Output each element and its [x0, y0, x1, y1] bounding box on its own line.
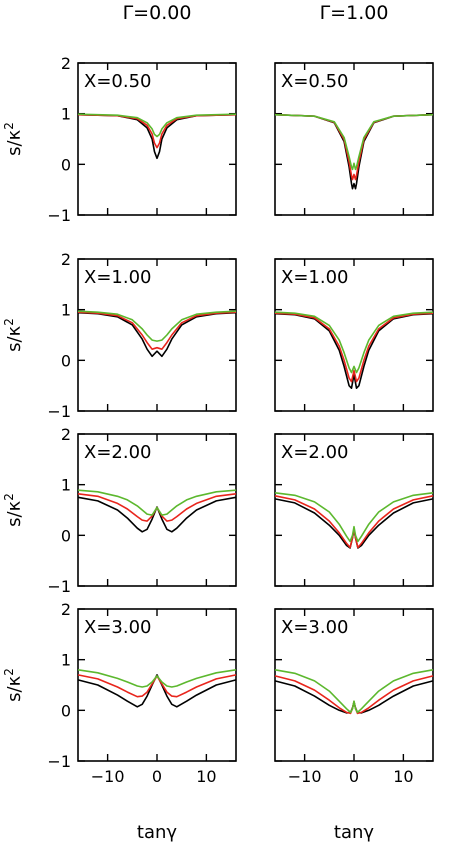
series-line-0 — [274, 680, 434, 714]
panel-label: X=3.00 — [84, 617, 152, 638]
x-axis-label-1: tanγ — [334, 822, 374, 843]
panel-label: X=0.50 — [281, 71, 349, 92]
y-axis-label-text: s/κ — [4, 500, 25, 526]
x-tick-label: 0 — [152, 767, 162, 786]
y-tick-label: −1 — [47, 206, 71, 225]
column-title-0: Γ=0.00 — [123, 2, 192, 24]
panel-label: X=0.50 — [84, 71, 152, 92]
series-line-0 — [274, 113, 434, 190]
series-line-1 — [77, 113, 237, 149]
panel-0-1: X=0.50 — [274, 62, 434, 216]
series-line-0 — [274, 498, 434, 549]
series-line-2 — [77, 669, 237, 688]
series-line-0 — [77, 311, 237, 358]
y-axis-label-exponent: 2 — [2, 493, 16, 501]
y-tick-label: 0 — [61, 526, 71, 545]
y-tick-label: −1 — [47, 402, 71, 421]
x-axis-label-0: tanγ — [137, 822, 177, 843]
x-tick-label: −10 — [91, 767, 125, 786]
y-axis-label-exponent: 2 — [2, 122, 16, 130]
series-line-0 — [77, 113, 237, 160]
panel-label: X=3.00 — [281, 617, 349, 638]
series-line-2 — [274, 311, 434, 374]
column-title-1: Γ=1.00 — [320, 2, 389, 24]
y-tick-label: 1 — [61, 476, 71, 495]
series-line-1 — [77, 311, 237, 350]
y-axis-label: s/κ2 — [2, 668, 25, 702]
y-axis-label-exponent: 2 — [2, 318, 16, 326]
y-tick-label: 0 — [61, 351, 71, 370]
y-axis-label-text: s/κ — [4, 129, 25, 155]
series-line-2 — [77, 489, 237, 516]
series-line-1 — [274, 113, 434, 181]
panel-label: X=2.00 — [281, 442, 349, 463]
y-axis-label-text: s/κ — [4, 675, 25, 701]
y-tick-label: 2 — [61, 425, 71, 444]
panel-2-1: X=2.00 — [274, 433, 434, 587]
panel-label: X=1.00 — [281, 267, 349, 288]
series-line-0 — [274, 312, 434, 389]
series-line-1 — [274, 312, 434, 383]
panel-label: X=1.00 — [84, 267, 152, 288]
y-tick-label: 2 — [61, 54, 71, 73]
series-line-2 — [274, 669, 434, 714]
series-line-0 — [77, 674, 237, 708]
series-line-2 — [274, 492, 434, 543]
panel-1-1: X=1.00 — [274, 258, 434, 412]
y-tick-label: −1 — [47, 577, 71, 596]
series-line-2 — [77, 310, 237, 342]
y-tick-label: 0 — [61, 701, 71, 720]
y-tick-label: 1 — [61, 651, 71, 670]
x-tick-label: −10 — [288, 767, 322, 786]
y-tick-label: 0 — [61, 155, 71, 174]
x-tick-label: 10 — [196, 767, 216, 786]
x-tick-label: 0 — [349, 767, 359, 786]
series-line-1 — [274, 495, 434, 549]
y-axis-label: s/κ2 — [2, 122, 25, 156]
series-line-1 — [77, 674, 237, 698]
y-axis-label-exponent: 2 — [2, 668, 16, 676]
y-tick-label: 2 — [61, 250, 71, 269]
y-tick-label: −1 — [47, 752, 71, 771]
panel-label: X=2.00 — [84, 442, 152, 463]
y-tick-label: 1 — [61, 105, 71, 124]
series-line-1 — [274, 675, 434, 715]
y-axis-label: s/κ2 — [2, 493, 25, 527]
y-tick-label: 2 — [61, 600, 71, 619]
series-line-2 — [77, 113, 237, 138]
series-line-2 — [274, 113, 434, 171]
panel-3-1: −10 0 10 X=3.00 — [274, 608, 434, 786]
y-tick-label: 1 — [61, 301, 71, 320]
y-axis-label: s/κ2 — [2, 318, 25, 352]
x-tick-label: 10 — [393, 767, 413, 786]
series-line-0 — [77, 496, 237, 533]
y-axis-label-text: s/κ — [4, 325, 25, 351]
